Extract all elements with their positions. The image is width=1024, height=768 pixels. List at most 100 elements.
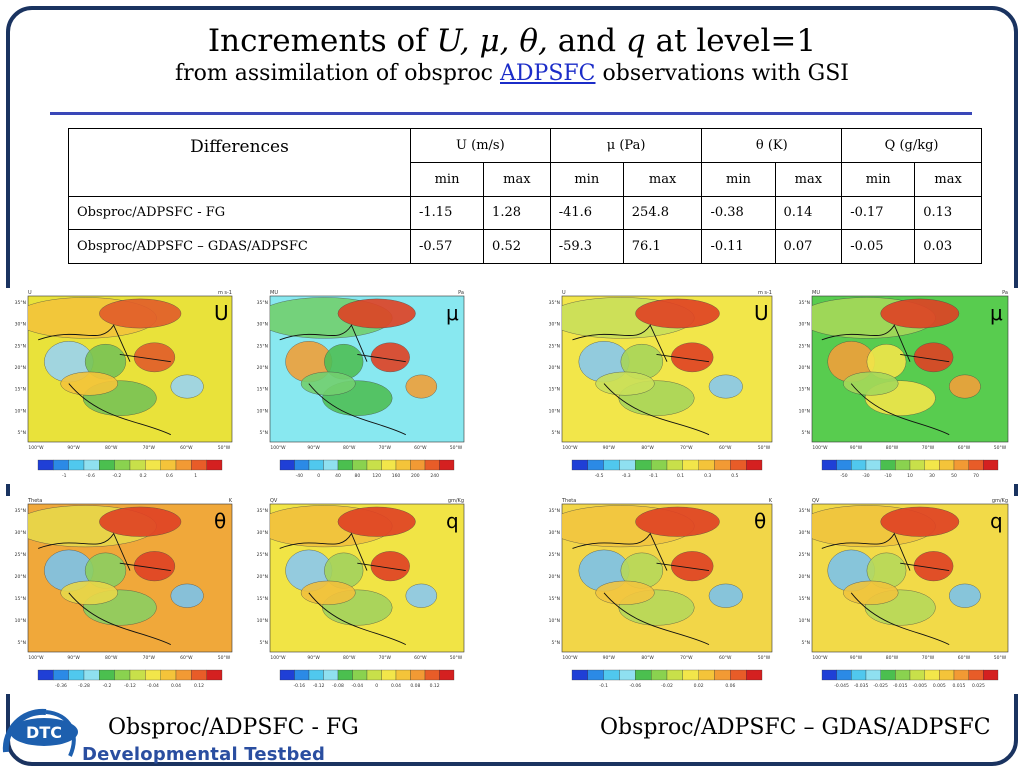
table-cell: -1.15: [409, 195, 485, 231]
map-figure: QV gm/Kg q 35°N 30°N 25°N 20°N 15°N 10°N 5°N 100°W…: [257, 498, 465, 689]
colorbar-tick-label: 0.04: [171, 683, 181, 689]
lat-tick-label: 25°N: [257, 552, 268, 558]
colorbar-swatch: [99, 459, 115, 471]
lat-tick-label: 35°N: [15, 300, 26, 306]
colorbar-tick-label: 0.6: [166, 473, 173, 479]
colorbar-tick-label: -0.1: [649, 473, 658, 479]
colorbar-swatch: [381, 669, 397, 681]
slide-title: Increments of U, μ, θ, and q at level=1: [0, 22, 1024, 60]
lat-tick-label: 10°N: [15, 408, 26, 414]
lon-tick-label: 60°W: [414, 655, 427, 661]
colorbar-tick-label: -0.02: [661, 683, 673, 689]
colorbar-swatch: [279, 669, 295, 681]
colorbar-swatch: [191, 669, 207, 681]
table-subheader-row: min max min max min max min max: [69, 161, 982, 197]
colorbar-swatch: [682, 459, 699, 471]
lon-tick-label: 50°W: [994, 445, 1007, 451]
panel-corner-left: MU: [270, 290, 278, 296]
increment-blob: [635, 506, 720, 537]
lat-tick-label: 15°N: [15, 387, 26, 393]
colorbar-swatch: [145, 459, 161, 471]
colorbar-tick-label: 30: [929, 473, 935, 479]
increment-blob: [170, 374, 204, 399]
colorbar-tick-label: -0.3: [622, 473, 631, 479]
lat-tick-label: 30°N: [257, 530, 268, 536]
colorbar-swatch: [821, 459, 837, 471]
panel-corner-left: QV: [270, 498, 278, 504]
lat-tick-label: 15°N: [257, 596, 268, 602]
colorbar-swatch: [206, 459, 223, 471]
lon-tick-label: 80°W: [886, 445, 899, 451]
lon-tick-label: 70°W: [143, 445, 156, 451]
lon-tick-label: 90°W: [307, 655, 320, 661]
colorbar-swatch: [279, 459, 295, 471]
colorbar-swatch: [836, 669, 852, 681]
map-panel-left-3: QV gm/Kg q 35°N 30°N 25°N 20°N 15°N 10°N 5°N 100°W…: [248, 496, 474, 694]
coastline: [821, 324, 950, 436]
colorbar-swatch: [175, 669, 192, 681]
lat-tick-label: 30°N: [15, 322, 26, 328]
colorbar-swatch: [635, 459, 652, 471]
lat-tick-label: 5°N: [802, 640, 810, 646]
colorbar-swatch: [366, 459, 382, 471]
colorbar-swatch: [37, 459, 54, 471]
lat-tick-label: 10°N: [549, 408, 560, 414]
lat-tick-label: 20°N: [257, 574, 268, 580]
lat-tick-label: 15°N: [549, 596, 560, 602]
colorbar-tick-label: -1: [62, 473, 67, 479]
lat-tick-label: 20°N: [15, 365, 26, 371]
lat-tick-label: 30°N: [799, 322, 810, 328]
colorbar-tick-label: 0.5: [731, 473, 738, 479]
colorbar-swatch: [924, 669, 940, 681]
colorbar-swatch: [337, 459, 353, 471]
coastline: [572, 324, 710, 436]
colorbar-swatch: [294, 669, 310, 681]
table-cell: 254.8: [622, 195, 703, 231]
colorbar-swatch: [381, 459, 397, 471]
increment-blob: [60, 371, 118, 396]
lat-tick-label: 25°N: [549, 552, 560, 558]
panel-corner-left: QV: [812, 498, 820, 504]
panel-corner-right: m s-1: [758, 290, 772, 296]
colorbar-tick-label: 40: [335, 473, 341, 479]
colorbar-swatch: [924, 459, 940, 471]
coastline: [38, 532, 171, 646]
colorbar-swatch: [968, 669, 984, 681]
increment-blob: [405, 374, 438, 399]
increment-blob: [635, 298, 720, 329]
colorbar-swatch: [424, 459, 440, 471]
colorbar-swatch: [895, 459, 911, 471]
title-divider: [50, 112, 972, 115]
lat-tick-label: 10°N: [257, 408, 268, 414]
increment-blob: [133, 551, 176, 582]
lat-tick-label: 10°N: [799, 618, 810, 624]
lat-tick-label: 30°N: [799, 530, 810, 536]
colorbar-tick-label: -0.6: [86, 473, 95, 479]
increment-blob: [170, 583, 204, 608]
panel-corner-left: U: [28, 290, 32, 296]
lat-tick-label: 25°N: [15, 552, 26, 558]
colorbar-tick-label: -30: [862, 473, 869, 479]
lon-tick-label: 80°W: [343, 655, 356, 661]
colorbar-tick-label: 50: [951, 473, 957, 479]
colorbar-swatch: [68, 459, 85, 471]
colorbar-swatch: [851, 669, 867, 681]
lon-tick-label: 60°W: [958, 655, 971, 661]
table-group-header: Q (g/kg): [841, 128, 982, 163]
lat-tick-label: 10°N: [257, 618, 268, 624]
table-corner: Differences: [68, 128, 411, 197]
colorbar-tick-label: 70: [973, 473, 979, 479]
table-cell: -59.3: [549, 229, 624, 264]
colorbar-swatch: [337, 669, 353, 681]
increment-blob: [708, 583, 743, 608]
colorbar-tick-label: -0.1: [599, 683, 608, 689]
lon-tick-label: 100°W: [270, 655, 286, 661]
colorbar-tick-label: -0.04: [147, 683, 159, 689]
colorbar-swatch: [953, 669, 969, 681]
lon-tick-label: 100°W: [562, 655, 578, 661]
colorbar-tick-label: 0.06: [725, 683, 735, 689]
colorbar-tick-label: -0.04: [352, 683, 364, 689]
colorbar-swatch: [865, 459, 881, 471]
colorbar-tick-label: -40: [296, 473, 303, 479]
colorbar-tick-label: 120: [372, 473, 381, 479]
